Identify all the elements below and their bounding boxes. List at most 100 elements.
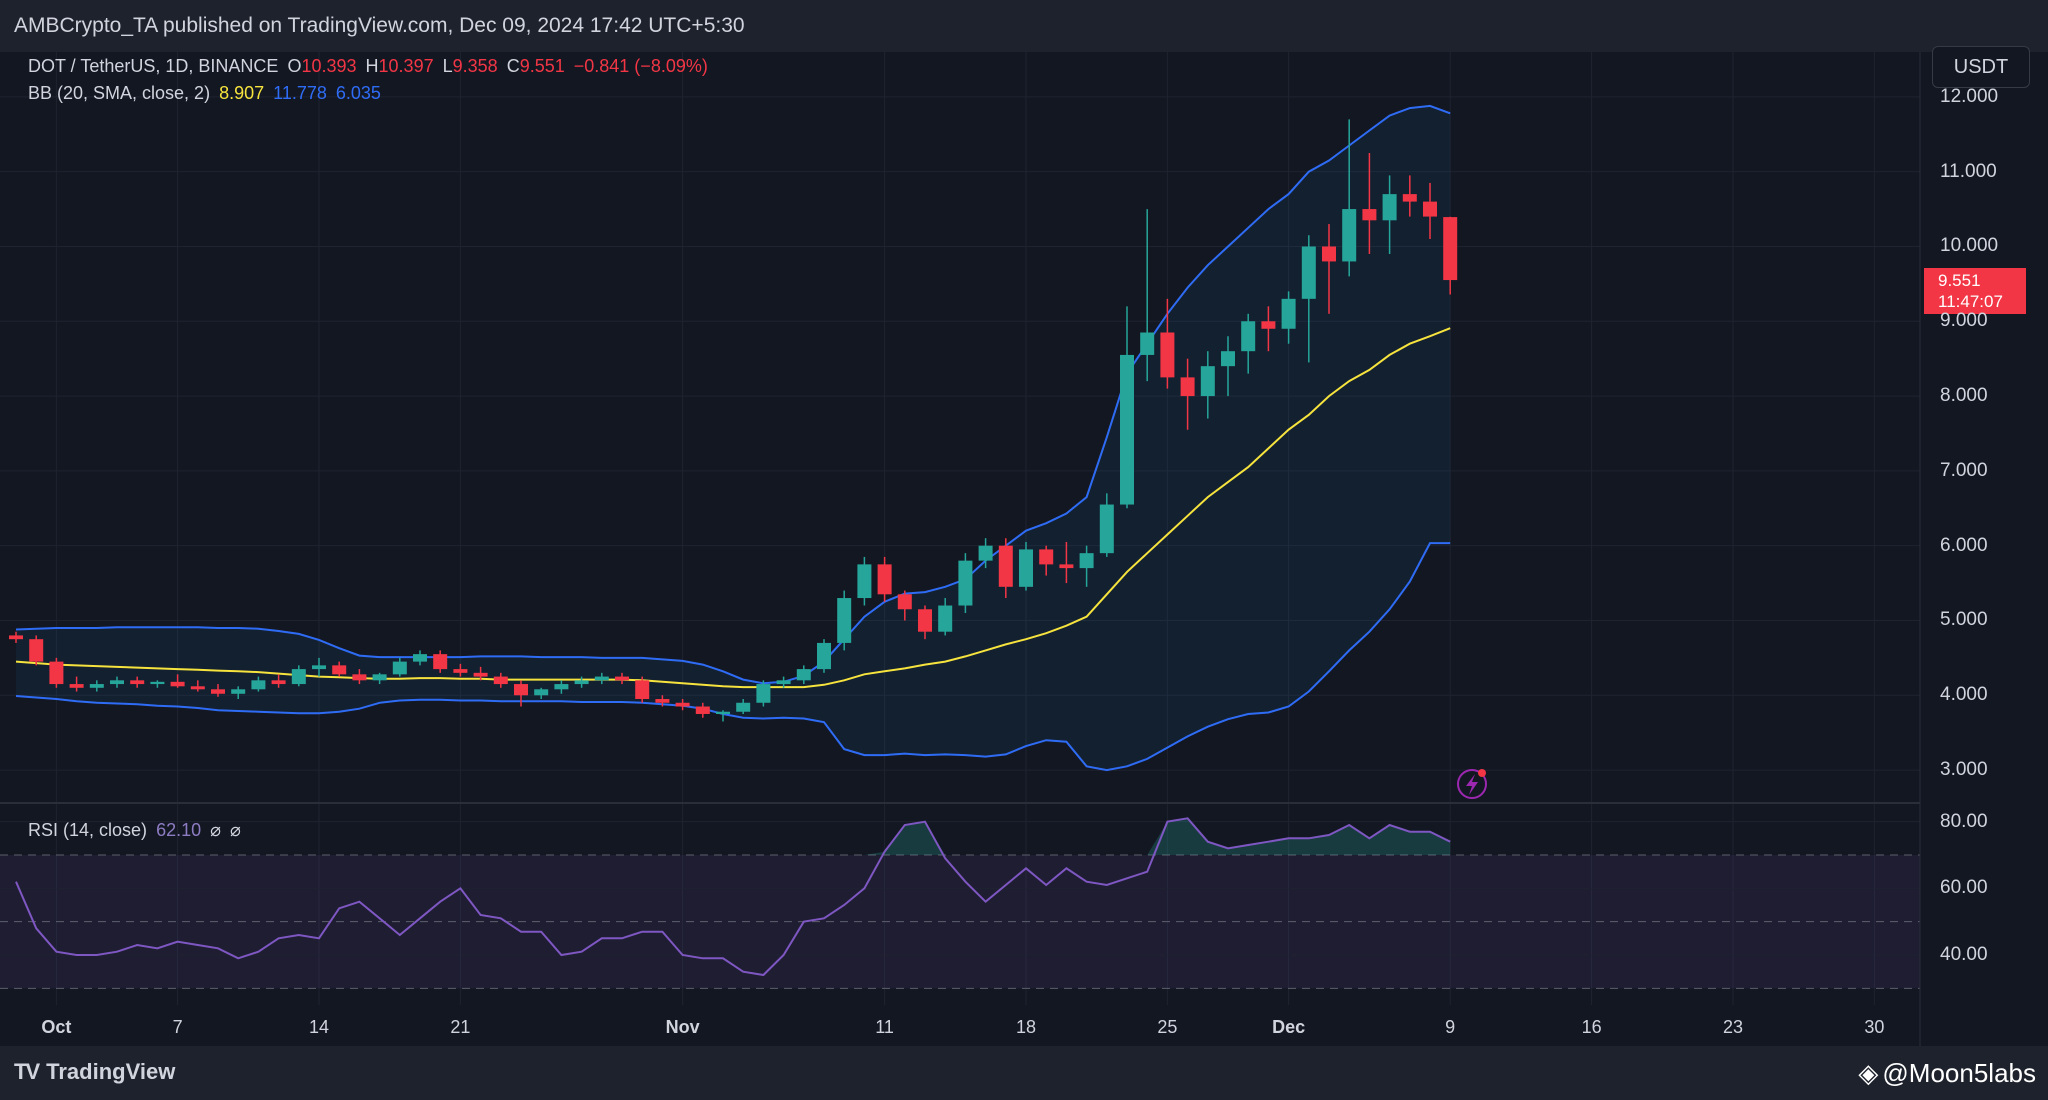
candle [978,538,993,569]
candle-body [89,684,104,688]
candle [938,598,953,636]
candle-body [1443,217,1458,281]
candle-body [1241,321,1256,352]
candle [190,680,205,692]
candle-body [1423,201,1437,217]
time-tick-label: 14 [308,1017,330,1037]
candle [796,665,811,685]
candle-body [29,639,44,662]
time-tick-label: 7 [172,1017,183,1037]
price-tick-label: 5.000 [1940,609,1988,631]
diamond-logo-icon: ◈ [1858,1058,1879,1088]
candle [897,590,912,621]
candle-body [514,684,528,696]
price-tick-label: 10.000 [1940,235,1999,257]
candle-body [534,689,549,696]
candle [413,650,427,666]
candle [736,699,751,714]
candle-body [817,642,831,670]
low-label: L [442,56,453,76]
candle [29,635,44,666]
symbol-label[interactable]: DOT / TetherUS, 1D, BINANCE [28,56,279,76]
time-tick-label: Nov [665,1017,700,1037]
price-tick-label: 9.000 [1940,310,1988,332]
candle [1099,493,1114,557]
close-label: C [506,56,520,76]
price-tick-label: 6.000 [1940,534,1988,556]
candle-body [170,681,185,687]
candle-body [554,684,569,690]
candle-body [958,560,973,606]
candle-body [1221,351,1235,367]
time-tick-label: 16 [1581,1017,1602,1037]
candle [110,676,124,688]
candle [837,590,852,651]
candle [291,665,306,687]
candle [1180,358,1195,430]
candle-body [594,676,609,681]
candle [1362,152,1377,254]
candle-body [877,564,892,595]
candle [150,680,165,688]
candle [1079,545,1094,587]
candle-body [756,684,771,703]
candle-body [1402,194,1417,202]
candle-body [1362,209,1377,221]
bb-upper-line [15,104,1451,685]
candle-body [1140,332,1155,355]
candle [675,699,690,711]
candle [817,639,831,673]
candle-body [332,665,347,675]
candle [594,672,609,685]
candle [231,686,246,700]
bb-upper-value: 11.778 [273,83,327,103]
last-price: 9.551 [1938,271,1981,290]
watermark: ◈ @Moon5labs [1858,1058,2036,1089]
bb-fill [16,105,1451,771]
candle-body [716,711,730,714]
candle-body [433,654,448,670]
bb-lower-line [15,542,1451,772]
candle-body [150,681,165,685]
alert-icon[interactable] [1457,769,1487,799]
candle [473,666,488,681]
bb-basis-line [15,327,1451,689]
candle [332,661,347,677]
bb-legend[interactable]: BB (20, SMA, close, 2) 8.907 11.778 6.03… [28,83,385,104]
candle-body [1059,564,1074,569]
candle-body [211,689,225,694]
candle [372,672,387,685]
publisher-line: AMBCrypto_TA published on TradingView.co… [14,14,745,37]
candle [776,676,791,688]
time-tick-label: Oct [41,1017,72,1037]
tradingview-logo-icon: TV [14,1059,40,1084]
candle [170,674,185,688]
high-value: 10.397 [378,56,434,76]
candle [1322,224,1336,314]
candle [1382,175,1397,254]
currency-button[interactable]: USDT [1932,46,2030,88]
time-tick-label: 21 [450,1017,471,1037]
candle [998,538,1013,599]
time-tick-label: 25 [1157,1017,1178,1037]
candle-body [1099,504,1114,554]
tradingview-logo[interactable]: TV TradingView [14,1059,175,1085]
candle [1261,306,1276,352]
open-value: 10.393 [301,56,357,76]
candle-body [271,680,286,685]
candle-body [453,669,468,673]
candle-body [1160,332,1175,378]
candle [453,663,468,677]
candle [493,672,508,688]
candle [1059,541,1074,584]
candle-body [372,674,387,681]
candle [1241,313,1256,374]
candle [958,553,973,613]
time-tick-label: Dec [1272,1017,1306,1037]
price-tick-label: 11.000 [1940,160,1997,182]
rsi-legend[interactable]: RSI (14, close) 62.10 ⌀ ⌀ [28,820,245,841]
candle [695,702,710,718]
candle [514,680,528,707]
bb-basis-value: 8.907 [219,83,265,103]
